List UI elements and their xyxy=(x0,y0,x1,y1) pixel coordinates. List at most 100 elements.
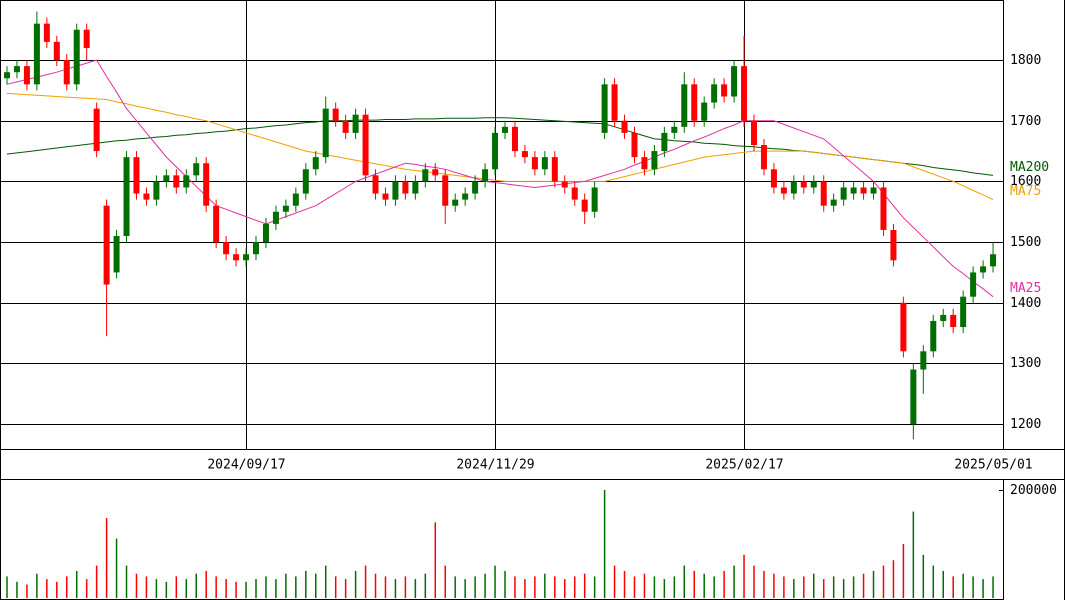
volume-bar xyxy=(743,554,745,598)
candle-body xyxy=(73,29,80,85)
volume-bar xyxy=(275,579,277,598)
candle-body xyxy=(830,199,837,206)
candle-body xyxy=(770,169,777,188)
volume-bar xyxy=(195,573,197,598)
candle-body xyxy=(492,132,499,170)
candle-body xyxy=(4,72,10,79)
volume-bar xyxy=(265,576,267,598)
candle-body xyxy=(292,193,299,206)
volume-bar xyxy=(962,573,964,598)
volume-bar xyxy=(474,576,476,598)
candle-body xyxy=(302,169,309,194)
volume-bar xyxy=(344,579,347,598)
volume-bar xyxy=(454,576,456,598)
volume-bar xyxy=(832,576,835,598)
volume-bar xyxy=(75,571,78,598)
candle-body xyxy=(43,23,50,42)
volume-bar xyxy=(902,544,905,598)
volume-bar xyxy=(95,565,98,598)
candle-body xyxy=(631,132,638,158)
volume-bar xyxy=(992,576,994,598)
volume-bar xyxy=(165,581,168,598)
candle-body xyxy=(870,187,877,194)
volume-bar xyxy=(524,579,526,598)
candle-body xyxy=(83,29,90,48)
volume-bar xyxy=(643,573,646,598)
volume-bar xyxy=(85,579,88,598)
volume-bar xyxy=(16,581,18,598)
candle-body xyxy=(790,181,797,194)
volume-bar xyxy=(315,573,317,598)
candle-body xyxy=(751,120,757,146)
candle-body xyxy=(472,181,479,194)
candle-body xyxy=(551,157,558,182)
volume-bar xyxy=(862,573,865,598)
candle-body xyxy=(760,145,767,170)
x-tick-label: 2024/09/17 xyxy=(207,458,285,473)
volume-bar xyxy=(942,571,944,598)
series-label: MA75 xyxy=(1010,184,1041,199)
volume-bar xyxy=(623,571,626,598)
volume-bar xyxy=(554,576,556,598)
candle-body xyxy=(621,120,628,133)
candle-body xyxy=(113,236,120,273)
volume-bar xyxy=(295,576,297,598)
volume-bar xyxy=(6,576,8,598)
candle-body xyxy=(312,157,319,170)
candle-body xyxy=(382,193,389,200)
volume-bar xyxy=(155,579,158,598)
candle-body xyxy=(243,254,250,261)
volume-bar xyxy=(364,565,367,598)
candle-body xyxy=(691,84,698,121)
volume-bar xyxy=(105,518,108,598)
y-tick-label: 1600 xyxy=(1010,174,1041,189)
volume-bar xyxy=(773,573,775,598)
candle-body xyxy=(591,187,598,212)
candle-body xyxy=(502,126,508,133)
candle-body xyxy=(810,181,817,188)
volume-bar xyxy=(663,579,666,598)
volume-bar xyxy=(693,571,695,598)
volume-bar xyxy=(46,579,48,598)
volume-bar xyxy=(982,579,984,598)
candle-body xyxy=(282,205,289,212)
volume-bar xyxy=(593,576,596,598)
volume-bar xyxy=(245,581,247,598)
volume-bar xyxy=(444,565,446,598)
candle-body xyxy=(262,223,269,243)
volume-bar xyxy=(573,576,576,598)
candle-body xyxy=(601,84,608,133)
volume-bar xyxy=(892,560,895,598)
volume-bar xyxy=(564,579,566,598)
volume-bar xyxy=(912,511,915,598)
volume-bar xyxy=(464,579,466,598)
candle-body xyxy=(900,302,907,352)
volume-bar xyxy=(285,573,287,598)
volume-bar xyxy=(185,579,188,598)
candle-body xyxy=(990,254,997,267)
candle-body xyxy=(511,126,518,152)
candle-body xyxy=(611,84,618,121)
volume-bar xyxy=(972,576,974,598)
volume-bar xyxy=(673,576,676,598)
volume-bar xyxy=(175,576,178,598)
candle-body xyxy=(661,132,668,152)
volume-bar xyxy=(872,571,875,598)
volume-bar xyxy=(205,571,207,598)
candle-body xyxy=(641,157,648,170)
candle-body xyxy=(561,181,568,188)
y-tick-label: 1500 xyxy=(1010,235,1041,250)
candle-body xyxy=(63,60,70,85)
volume-bar xyxy=(334,576,337,598)
candle-body xyxy=(920,351,927,370)
candle-body xyxy=(412,181,419,194)
candle-body xyxy=(880,187,887,230)
candle-body xyxy=(541,157,548,170)
volume-bar xyxy=(723,571,725,598)
candle-body xyxy=(671,126,678,133)
volume-bar xyxy=(424,573,427,598)
candle-body xyxy=(193,163,200,176)
candle-body xyxy=(233,254,240,261)
y-tick-label: 200000 xyxy=(1010,483,1057,498)
